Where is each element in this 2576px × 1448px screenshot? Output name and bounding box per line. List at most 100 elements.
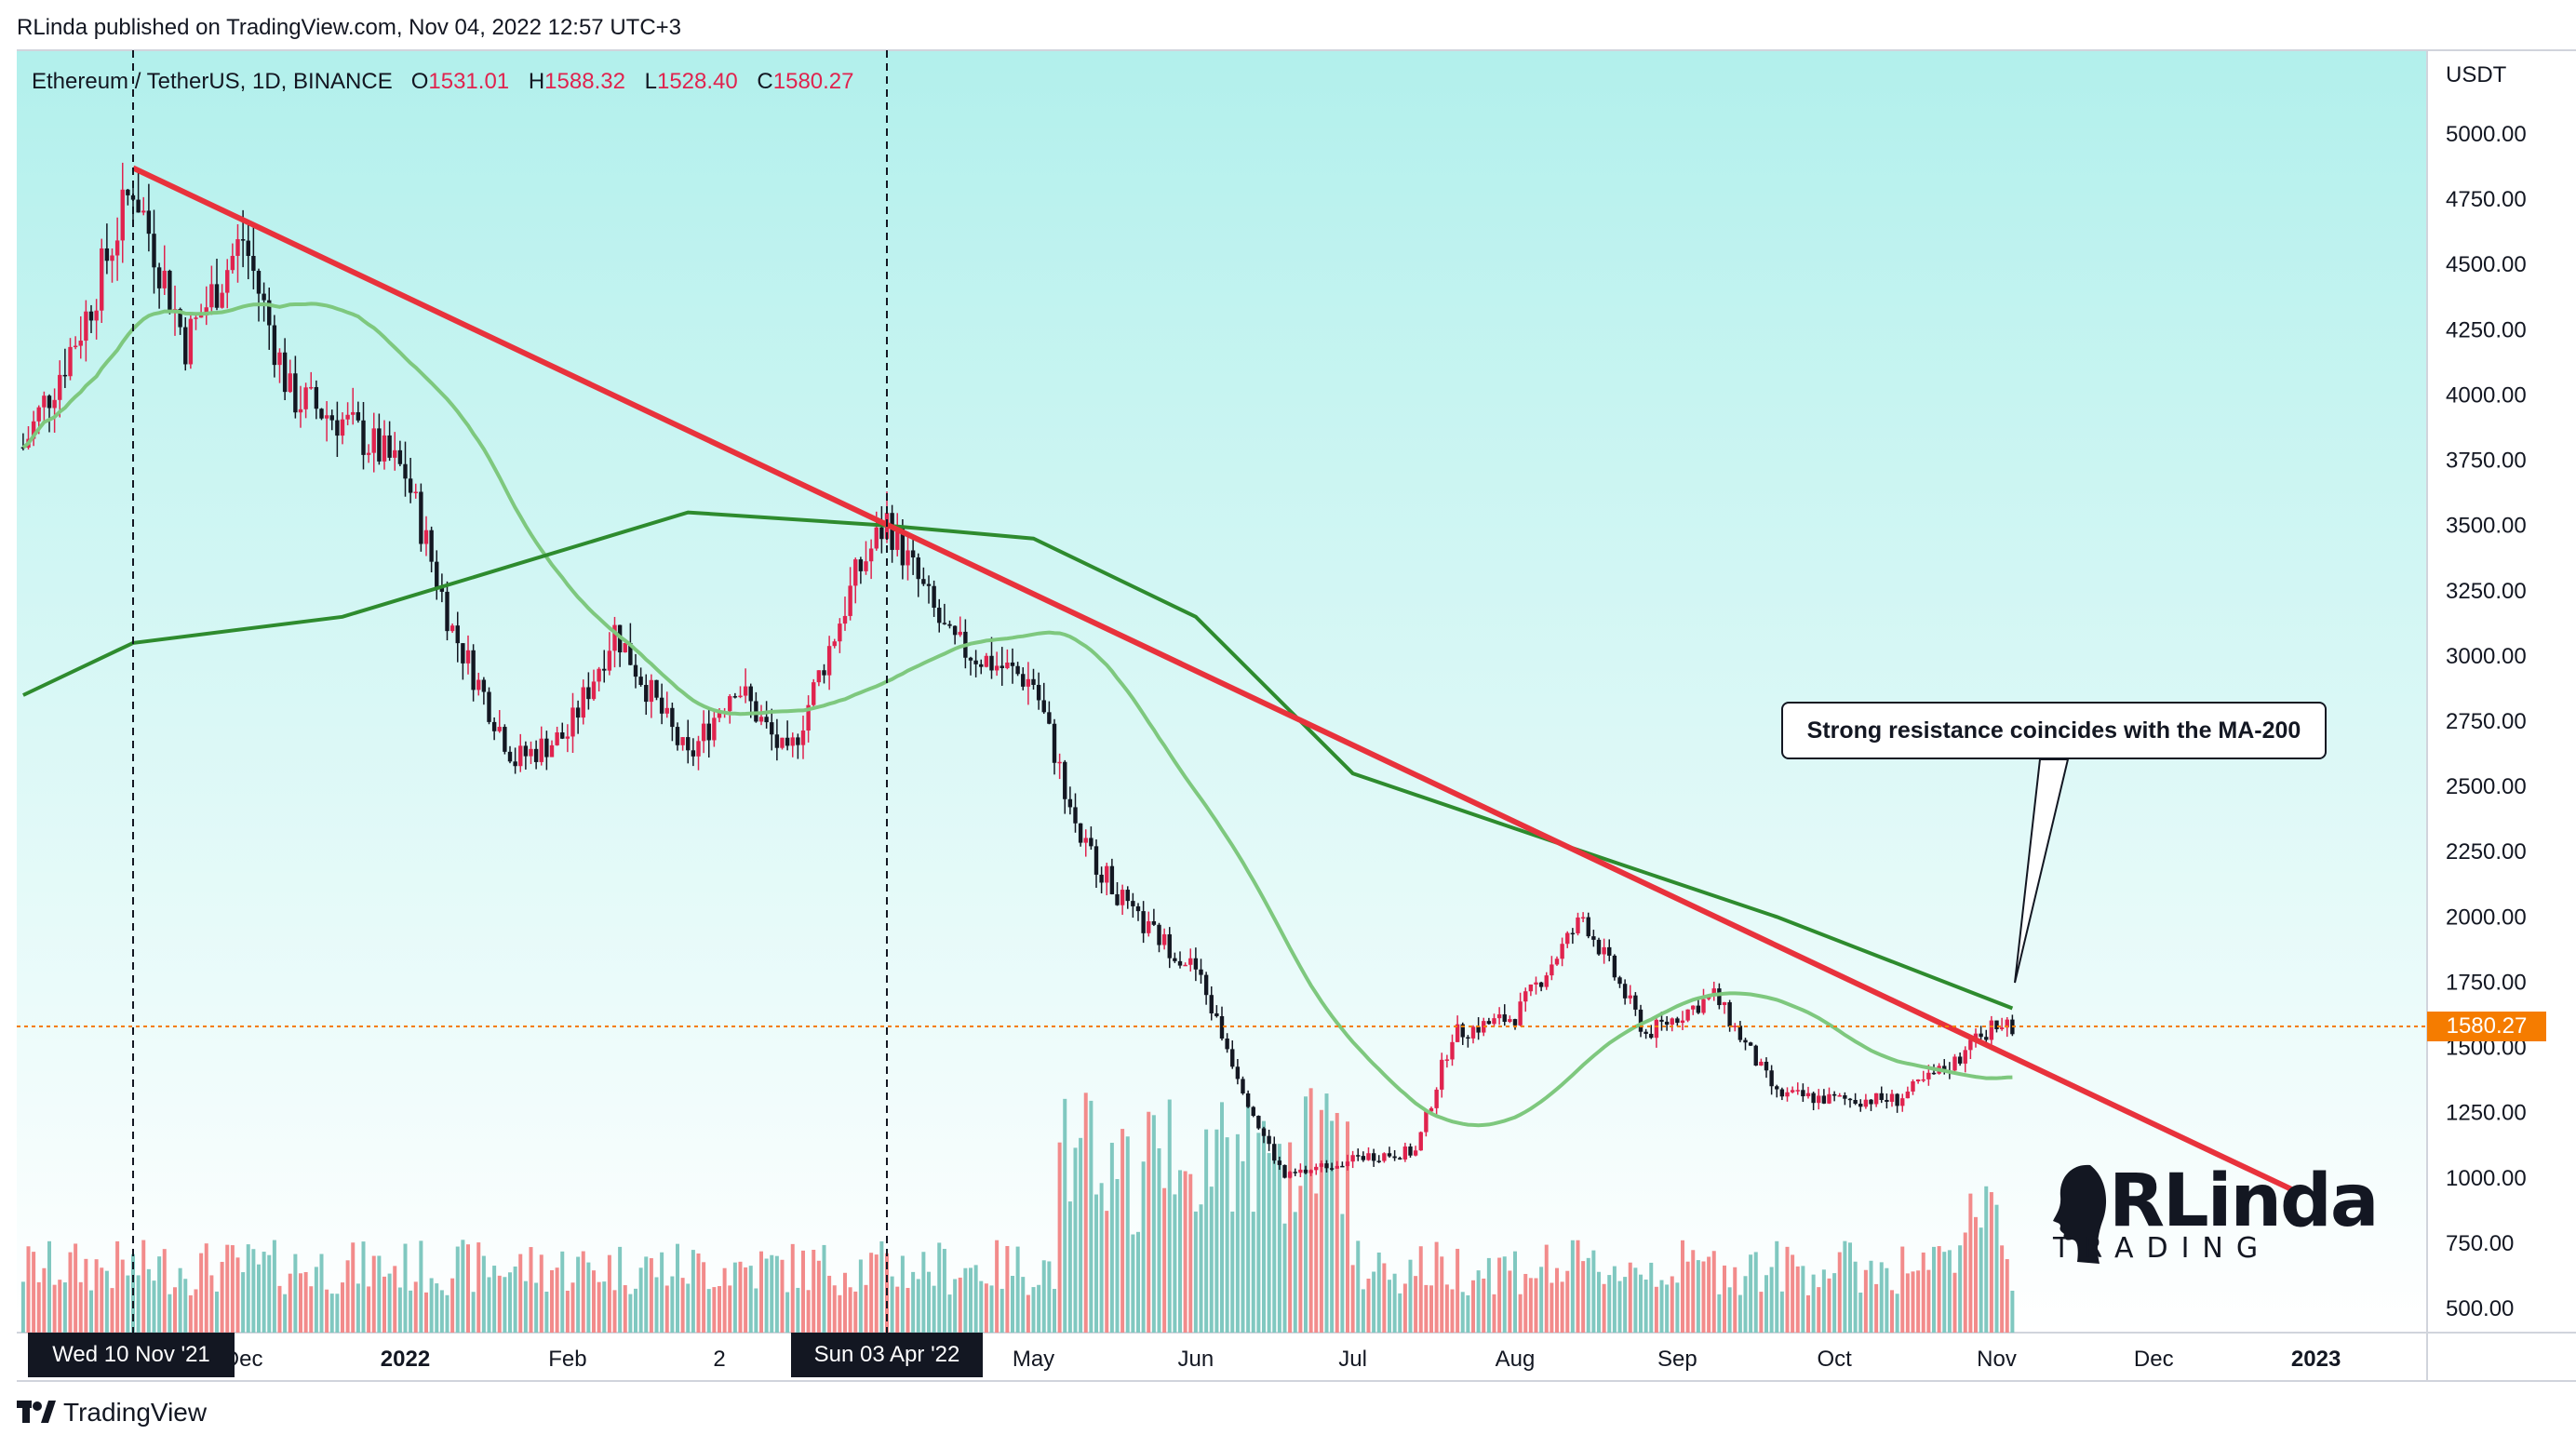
candle-body [1843,1095,1847,1099]
candle-body [649,679,654,703]
candle-body [696,741,701,757]
volume-bar [790,1243,795,1333]
candle-body [1759,1061,1764,1066]
volume-bar [450,1278,455,1333]
volume-bar [984,1283,988,1333]
volume-bar [466,1244,470,1333]
volume-bar [1791,1254,1795,1333]
volume-bar [309,1286,314,1333]
tradingview-brand[interactable]: TradingView [17,1398,207,1428]
candle-body [47,396,52,409]
volume-bar [1251,1212,1255,1333]
volume-bar [1073,1147,1078,1333]
volume-bar [702,1262,706,1333]
volume-bar [387,1273,392,1333]
volume-bar [1288,1142,1293,1333]
volume-bar [152,1280,156,1333]
candle-body [1607,946,1612,956]
candle-body [356,411,361,421]
volume-bar [1523,1273,1528,1333]
volume-bar [1926,1269,1931,1333]
volume-bar [1304,1096,1308,1333]
volume-bar [1220,1102,1224,1333]
volume-bar [1874,1283,1879,1333]
candle-body [1324,1163,1329,1169]
volume-bar [1691,1250,1696,1333]
volume-bar [1701,1261,1706,1333]
volume-bar [1633,1267,1638,1333]
candle-body [1466,1037,1470,1039]
candle-body [597,668,601,682]
volume-bar [1544,1244,1549,1333]
candle-body [1722,1002,1727,1006]
volume-bar [732,1262,737,1333]
volume-bar [204,1243,208,1333]
volume-bar [1188,1173,1193,1333]
volume-bar [409,1290,413,1333]
volume-bar [1853,1261,1858,1333]
volume-bar [1843,1240,1847,1333]
symbol-name: Ethereum / TetherUS, 1D, BINANCE [32,69,393,94]
candle-body [1795,1090,1800,1092]
candle-body [1460,1024,1465,1038]
volume-bar [74,1243,78,1333]
candle-body [1534,982,1538,985]
volume-bar [1942,1252,1947,1333]
volume-bar [1460,1292,1465,1333]
candle-body [1021,674,1026,687]
volume-bar [508,1272,512,1333]
price-tick-label: 3250.00 [2446,579,2527,604]
volume-bar [183,1279,188,1333]
candle-body [476,679,481,690]
candle-body [1801,1090,1805,1097]
candle-body [1654,1019,1659,1039]
volume-bar [900,1255,905,1333]
price-tick-label: 4000.00 [2446,382,2527,408]
volume-bar [843,1272,847,1333]
candle-body [832,641,837,647]
candle-body [1596,939,1602,955]
volume-bar [487,1277,491,1333]
volume-bar [367,1286,371,1333]
candle-body [1895,1093,1899,1106]
candle-body [581,687,585,718]
candle-body [36,407,41,422]
volume-bar [1105,1211,1109,1333]
candle-body [958,631,962,636]
volume-bar [1947,1250,1952,1333]
candle-body [1214,1012,1219,1016]
candle-body [675,727,680,745]
volume-bar [351,1242,356,1333]
candle-body [712,717,717,741]
candle-body [1413,1150,1418,1156]
volume-bar [916,1279,920,1333]
volume-bar [812,1250,816,1333]
candle-body [1696,1005,1701,1013]
candle-body [1188,958,1193,965]
candle-body [152,234,156,268]
candle-body [921,579,926,584]
candle-body [120,189,125,241]
volume-bar [2000,1245,2005,1333]
candle-body [1329,1168,1335,1170]
volume-bar [623,1285,627,1333]
candle-body [728,696,732,712]
candle-body [220,292,224,308]
volume-bar [748,1266,753,1333]
volume-bar [1083,1093,1088,1333]
candle-body [1041,700,1046,713]
volume-bar [738,1261,743,1333]
volume-bar [565,1290,570,1333]
candle-body [1256,1116,1261,1129]
candle-body [1748,1042,1753,1046]
volume-bar [1806,1294,1810,1333]
candle-body [1450,1041,1455,1060]
candle-body [1177,960,1183,966]
candle-body [848,585,852,616]
candle-body [42,396,47,408]
volume-bar [1005,1245,1010,1333]
ma-200-line [22,510,2014,1011]
candle-body [361,420,366,455]
candle-body [178,309,182,328]
